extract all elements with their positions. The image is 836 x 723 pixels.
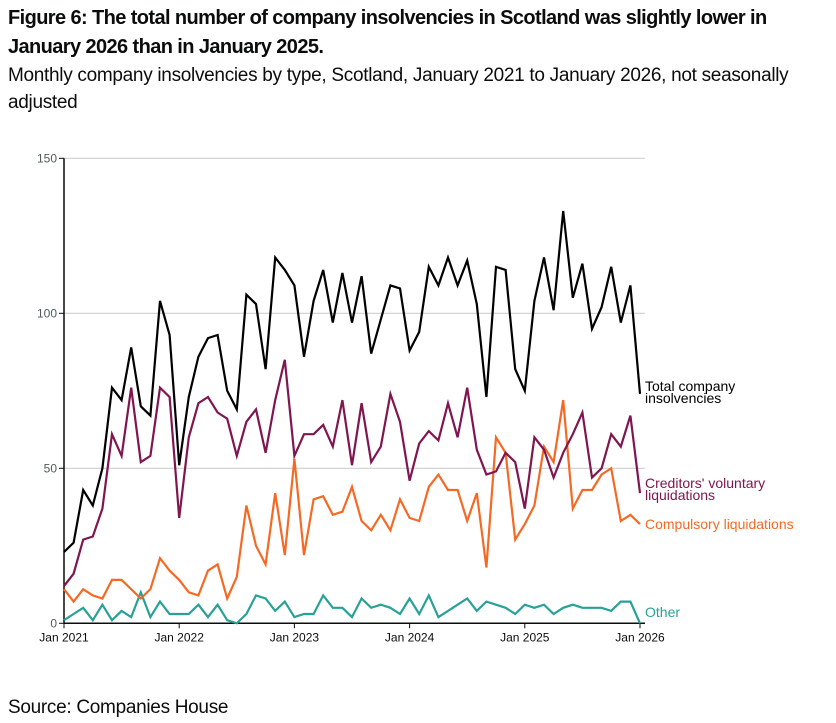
series-line-total-company-insolvencies bbox=[63, 210, 642, 553]
x-axis: Jan 2021 Jan 2022 Jan 2023 Jan 2024 Jan 2025… bbox=[39, 622, 665, 644]
x-tick-label: Jan 2026 bbox=[615, 630, 665, 644]
x-tick-label: Jan 2025 bbox=[500, 630, 550, 644]
series-label-total-company-insolvencies: insolvencies bbox=[645, 390, 721, 406]
series-line-compulsory-liquidations bbox=[63, 399, 641, 604]
series-label-other: Other bbox=[645, 604, 680, 620]
source-note: Source: Companies House bbox=[8, 697, 229, 718]
series-label-creditors-voluntary-liquidations: Creditors' voluntary bbox=[645, 475, 765, 491]
y-tick-label: 50 bbox=[44, 461, 58, 475]
x-tick-label: Jan 2023 bbox=[270, 630, 320, 644]
figure-title: Figure 6: The total number of company in… bbox=[8, 7, 767, 58]
series-line-creditors-voluntary-liquidations bbox=[63, 359, 642, 587]
series-label-total-company-insolvencies: Total company bbox=[645, 378, 735, 394]
series-label-creditors-voluntary-liquidations: liquidations bbox=[645, 487, 715, 503]
y-tick-label: 0 bbox=[50, 616, 57, 630]
x-tick-label: Jan 2024 bbox=[385, 630, 435, 644]
x-tick-label: Jan 2022 bbox=[155, 630, 205, 644]
y-tick-label: 100 bbox=[37, 306, 57, 320]
x-tick-label: Jan 2021 bbox=[39, 630, 89, 644]
series-label-compulsory-liquidations: Compulsory liquidations bbox=[645, 516, 794, 532]
series-lines bbox=[63, 210, 642, 625]
figure-subtitle: Monthly company insolvencies by type, Sc… bbox=[8, 65, 789, 113]
y-tick-label: 150 bbox=[37, 151, 57, 165]
y-axis: 0 50 100 150 bbox=[37, 151, 65, 630]
series-line-other bbox=[63, 589, 642, 625]
